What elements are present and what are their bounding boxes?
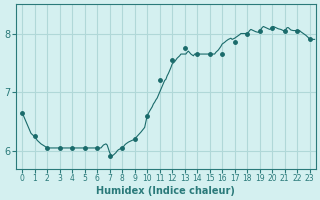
- X-axis label: Humidex (Indice chaleur): Humidex (Indice chaleur): [96, 186, 235, 196]
